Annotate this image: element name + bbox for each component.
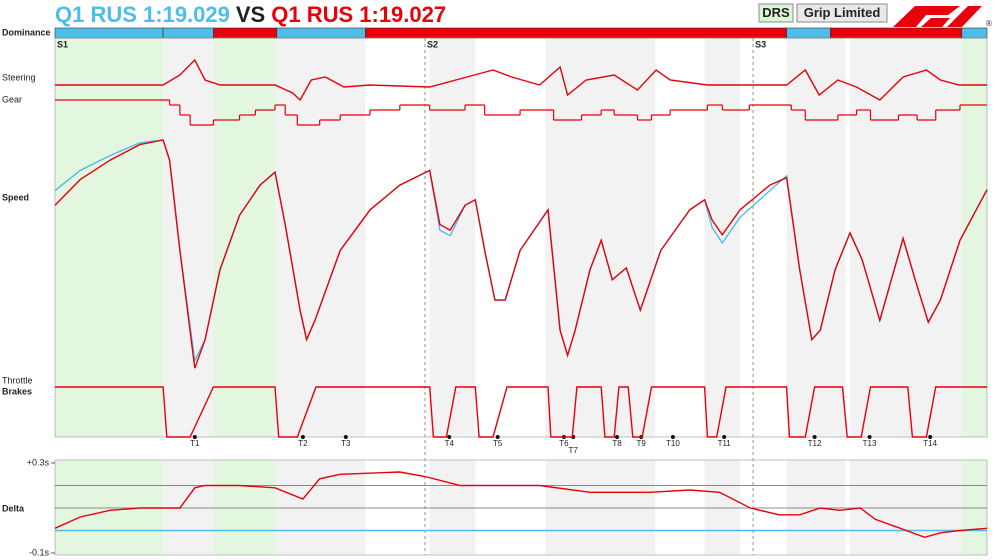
corner-dot [447, 435, 452, 439]
dominance-segment [365, 27, 787, 39]
corner-dot [343, 435, 348, 439]
corner-label: T2 [298, 439, 308, 448]
zone [429, 460, 476, 555]
zone [786, 460, 846, 555]
sector-label: S1 [57, 39, 68, 49]
dominance-segment [786, 27, 831, 39]
corner-label: T6 [559, 439, 569, 448]
corner-dot [722, 435, 727, 439]
zone [545, 38, 656, 437]
dominance-segment [276, 27, 366, 39]
y-tick-label: -0.1s [29, 547, 50, 557]
zone [163, 38, 214, 437]
logo-part [921, 18, 950, 27]
corner-dot [670, 435, 675, 439]
dominance-segment [54, 27, 164, 39]
badge: DRS [762, 5, 790, 20]
zone [274, 38, 366, 437]
badge-box [796, 3, 888, 23]
panel-label: Throttle [2, 375, 33, 385]
corner-label: T8 [612, 439, 622, 448]
badge-box [758, 3, 794, 23]
dominance-segment [830, 27, 963, 39]
corner-dot [192, 435, 197, 439]
corner-label: T14 [923, 439, 937, 448]
y-tick-label: +0.3s [27, 457, 50, 467]
zone [213, 460, 275, 555]
trace [54, 139, 988, 369]
zone [961, 460, 987, 555]
logo-part [947, 6, 982, 27]
panel-label: Delta [2, 503, 25, 513]
trace [54, 471, 988, 539]
zone [786, 38, 846, 437]
registered-mark: ® [986, 19, 992, 28]
corner-dot [614, 435, 619, 439]
title-b: Q1 RUS 1:19.027 [271, 2, 446, 27]
logo-part [893, 6, 960, 27]
corner-label: T1 [190, 439, 200, 448]
zone [545, 460, 656, 555]
panel-label: Speed [2, 192, 29, 202]
title-a: Q1 RUS 1:19.029 [55, 2, 230, 27]
zone [704, 460, 741, 555]
panel-label: Brakes [2, 386, 32, 396]
corner-label: T5 [493, 439, 503, 448]
delta-frame [54, 459, 988, 556]
corner-label: T11 [718, 439, 732, 448]
dominance-label: Dominance [2, 27, 51, 37]
zone [849, 38, 962, 437]
zone [274, 460, 366, 555]
corner-label: T12 [808, 439, 822, 448]
corner-label: T10 [666, 439, 680, 448]
trace [55, 386, 987, 438]
trace [55, 58, 987, 102]
dominance-segment [162, 27, 214, 39]
corner-dot [928, 435, 933, 439]
corner-dot [300, 435, 305, 439]
title: Q1 RUS 1:19.029 VS Q1 RUS 1:19.027 [55, 2, 446, 27]
corner-dot [495, 435, 500, 439]
plot-frame [54, 37, 988, 438]
panel-label: Gear [2, 94, 22, 104]
title-vs: VS [236, 2, 265, 27]
corner-dot [812, 435, 817, 439]
zone [849, 460, 962, 555]
f1-logo [893, 6, 982, 27]
corner-dot [867, 435, 872, 439]
corner-label: T3 [341, 439, 351, 448]
corner-label: T13 [863, 439, 877, 448]
sector-label: S3 [755, 39, 766, 49]
badge: Grip Limited [804, 5, 881, 20]
sector-label: S2 [427, 39, 438, 49]
corner-label: T7 [569, 446, 579, 455]
zone [704, 38, 741, 437]
zone [55, 38, 164, 437]
zone [961, 38, 987, 437]
corner-label: T4 [445, 439, 455, 448]
zone [429, 38, 476, 437]
corner-label: T9 [637, 439, 647, 448]
dominance-segment [213, 27, 278, 39]
panel-label: Steering [2, 72, 36, 82]
zone [213, 38, 275, 437]
dominance-segment [961, 27, 988, 39]
